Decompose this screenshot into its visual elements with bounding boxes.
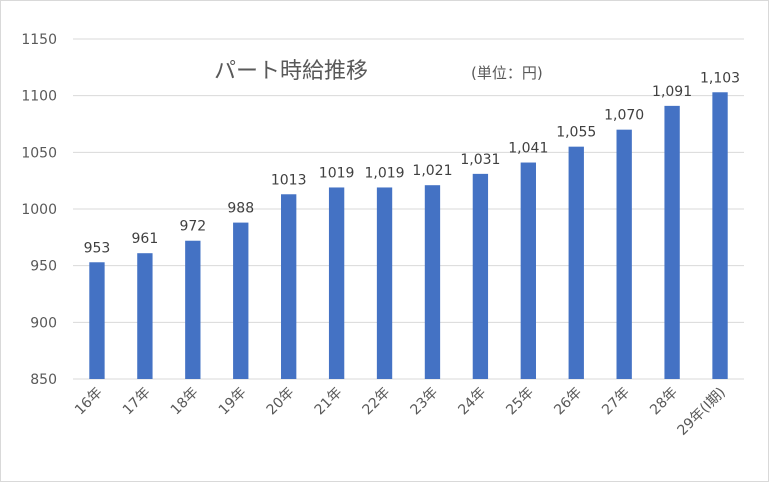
bar (89, 262, 105, 379)
bar (472, 173, 489, 379)
x-tick-label: 21年 (312, 385, 346, 419)
x-tick-label: 16年 (72, 385, 106, 419)
data-label: 1,031 (460, 152, 500, 168)
bar (185, 240, 201, 379)
x-tick-label: 28年 (647, 385, 681, 419)
data-label: 1,041 (508, 141, 548, 157)
x-tick-label: 27年 (599, 385, 633, 419)
data-label: 953 (84, 240, 111, 256)
data-label: 988 (227, 201, 254, 217)
bar (712, 92, 728, 380)
data-label: 1013 (271, 172, 307, 188)
chart-unit: (単位：円) (471, 64, 543, 82)
x-tick-label: 26年 (551, 385, 585, 419)
x-axis-ticks: 16年 17年 18年 19年 20年 21年 22年 23年 24年 25年 26年 27年 28年2… (72, 385, 729, 439)
bar (233, 222, 249, 379)
gridlines (73, 38, 744, 380)
x-tick-label: 23年 (407, 385, 441, 419)
data-label: 972 (179, 219, 206, 235)
y-tick-label: 1100 (21, 89, 57, 105)
x-tick-label: 20年 (264, 385, 298, 419)
bar (328, 187, 345, 379)
bar (568, 146, 584, 379)
y-tick-label: 950 (30, 259, 57, 275)
y-tick-label: 850 (30, 372, 57, 388)
data-label: 1,091 (652, 84, 692, 100)
data-label: 1019 (319, 165, 355, 181)
bar (616, 129, 632, 379)
x-tick-label: 29年(Ⅰ期) (675, 385, 729, 439)
data-label: 1,021 (412, 163, 452, 179)
bar (137, 253, 153, 379)
data-label: 1,055 (556, 125, 596, 141)
x-tick-label: 17年 (120, 385, 154, 419)
y-tick-label: 1150 (21, 32, 57, 48)
data-label: 1,103 (700, 70, 740, 86)
x-tick-label: 24年 (455, 385, 489, 419)
bar (520, 162, 536, 379)
x-tick-label: 22年 (360, 385, 394, 419)
bars (89, 92, 728, 380)
bar (664, 105, 680, 379)
bar (424, 185, 441, 379)
x-tick-label: 18年 (168, 385, 202, 419)
data-label: 1,019 (364, 165, 404, 181)
y-tick-label: 1050 (21, 145, 57, 161)
bar (376, 187, 393, 379)
data-labels: 953 961 972 988 1013 1019 1,019 1,021 1,031 1,041… (84, 70, 740, 256)
data-label: 1,070 (604, 108, 644, 124)
data-label: 961 (132, 231, 159, 247)
bar (281, 194, 297, 379)
y-axis-ticks: 850 900 950 1000 1050 1100 1150 (21, 32, 57, 388)
y-tick-label: 1000 (21, 202, 57, 218)
x-tick-label: 19年 (216, 385, 250, 419)
x-tick-label: 25年 (503, 385, 537, 419)
y-tick-label: 900 (30, 315, 57, 331)
chart-title: パート時給推移 (214, 59, 368, 84)
